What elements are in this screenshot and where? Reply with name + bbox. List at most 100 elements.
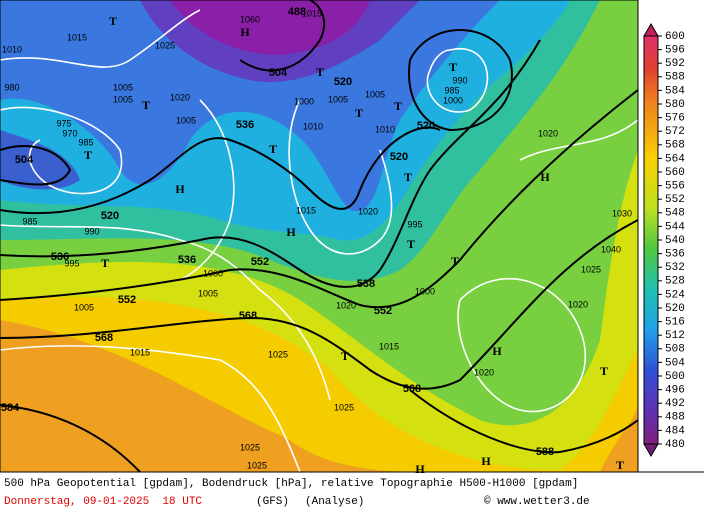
height-label: 504 — [269, 67, 288, 79]
zone — [0, 130, 80, 190]
colorbar-label: 556 — [665, 181, 685, 193]
colorbar-label: 580 — [665, 99, 685, 111]
pressure-label: 985 — [22, 216, 37, 226]
pressure-label: 1020 — [568, 299, 588, 309]
pressure-label: 1000 — [415, 286, 435, 296]
pressure-system: T — [101, 256, 109, 270]
colorbar-label: 560 — [665, 167, 685, 179]
pressure-label: 1025 — [247, 460, 267, 470]
height-label: 536 — [178, 254, 196, 266]
height-label: 538 — [357, 278, 375, 290]
pressure-system: H — [540, 170, 550, 184]
colorbar-label: 508 — [665, 344, 685, 356]
pressure-system: T — [451, 254, 459, 268]
pressure-label: 1025 — [334, 402, 354, 412]
pressure-label: 1015 — [130, 347, 150, 357]
height-contour — [0, 39, 541, 288]
pressure-system: H — [415, 462, 425, 476]
pressure-label: 1005 — [365, 89, 385, 99]
pressure-label: 990 — [84, 226, 99, 236]
pressure-label: 1005 — [328, 94, 348, 104]
pressure-label: 1010 — [303, 121, 323, 131]
colorbar-label: 536 — [665, 249, 685, 261]
pressure-system: T — [449, 60, 457, 74]
pressure-label: 1005 — [74, 302, 94, 312]
pressure-label: 1025 — [240, 442, 260, 452]
pressure-label: 995 — [64, 258, 79, 268]
pressure-system: H — [240, 25, 250, 39]
colorbar-label: 512 — [665, 330, 685, 342]
pressure-label: 1000 — [443, 95, 463, 105]
pressure-label: 1015 — [296, 205, 316, 215]
height-label: 568 — [239, 310, 257, 322]
colorbar-label: 500 — [665, 371, 685, 383]
colorbar-label: 568 — [665, 140, 685, 152]
height-label: 520 — [101, 210, 119, 222]
pressure-label: 1040 — [601, 244, 621, 254]
pressure-label: 985 — [444, 85, 459, 95]
height-label: 568 — [95, 332, 113, 344]
colorbar-label: 540 — [665, 235, 685, 247]
height-contour — [409, 389, 638, 454]
pressure-label: 1020 — [170, 92, 190, 102]
pressure-system: H — [481, 454, 491, 468]
pressure-system: T — [407, 237, 415, 251]
colorbar-label: 596 — [665, 45, 685, 57]
colorbar-label: 528 — [665, 276, 685, 288]
height-label: 520 — [390, 151, 408, 163]
pressure-label: 1025 — [155, 40, 175, 50]
pressure-system: T — [394, 99, 402, 113]
pressure-label: 1060 — [240, 14, 260, 24]
pressure-label: 980 — [4, 82, 19, 92]
pressure-system: T — [84, 148, 92, 162]
colorbar-arrow — [643, 443, 659, 457]
map-area — [0, 0, 638, 472]
height-label: 568 — [403, 383, 421, 395]
pressure-label: 995 — [407, 219, 422, 229]
isobar — [288, 99, 393, 255]
colorbar-label: 592 — [665, 58, 685, 70]
colorbar-label: 524 — [665, 289, 685, 301]
pressure-system: T — [142, 98, 150, 112]
pressure-label: 1010 — [2, 44, 22, 54]
height-label: 536 — [51, 251, 69, 263]
pressure-label: 1030 — [612, 208, 632, 218]
colorbar-label: 584 — [665, 85, 685, 97]
pressure-system: T — [316, 65, 324, 79]
height-label: 520 — [417, 120, 435, 132]
isobar — [519, 119, 638, 161]
pressure-system: H — [492, 344, 502, 358]
zone — [0, 0, 500, 212]
pressure-label: 1020 — [538, 128, 558, 138]
colorbar-label: 496 — [665, 385, 685, 397]
colorbar-label: 484 — [665, 425, 685, 437]
colorbar — [643, 35, 659, 445]
pressure-system: T — [355, 106, 363, 120]
footer-date: Donnerstag, 09-01-2025 18 UTC — [4, 496, 202, 508]
colorbar-arrow — [643, 23, 659, 37]
pressure-label: 1025 — [581, 264, 601, 274]
colorbar-label: 488 — [665, 412, 685, 424]
colorbar-label: 520 — [665, 303, 685, 315]
height-label: 520 — [334, 76, 352, 88]
pressure-label: 1010 — [375, 124, 395, 134]
height-label: 552 — [374, 305, 392, 317]
isobar — [0, 106, 123, 195]
footer-run: (Analyse) — [305, 496, 364, 508]
height-label: 552 — [118, 294, 136, 306]
pressure-system: H — [175, 182, 185, 196]
height-label: 536 — [236, 119, 254, 131]
height-label: 504 — [15, 154, 34, 166]
colorbar-label: 548 — [665, 208, 685, 220]
height-contour — [0, 404, 141, 472]
colorbar-label: 480 — [665, 439, 685, 451]
pressure-label: 990 — [452, 75, 467, 85]
pressure-label: 1000 — [294, 96, 314, 106]
pressure-system: T — [600, 364, 608, 378]
colorbar-label: 532 — [665, 262, 685, 274]
pressure-system: T — [404, 170, 412, 184]
pressure-label: 1025 — [268, 349, 288, 359]
pressure-label: 1005 — [176, 115, 196, 125]
